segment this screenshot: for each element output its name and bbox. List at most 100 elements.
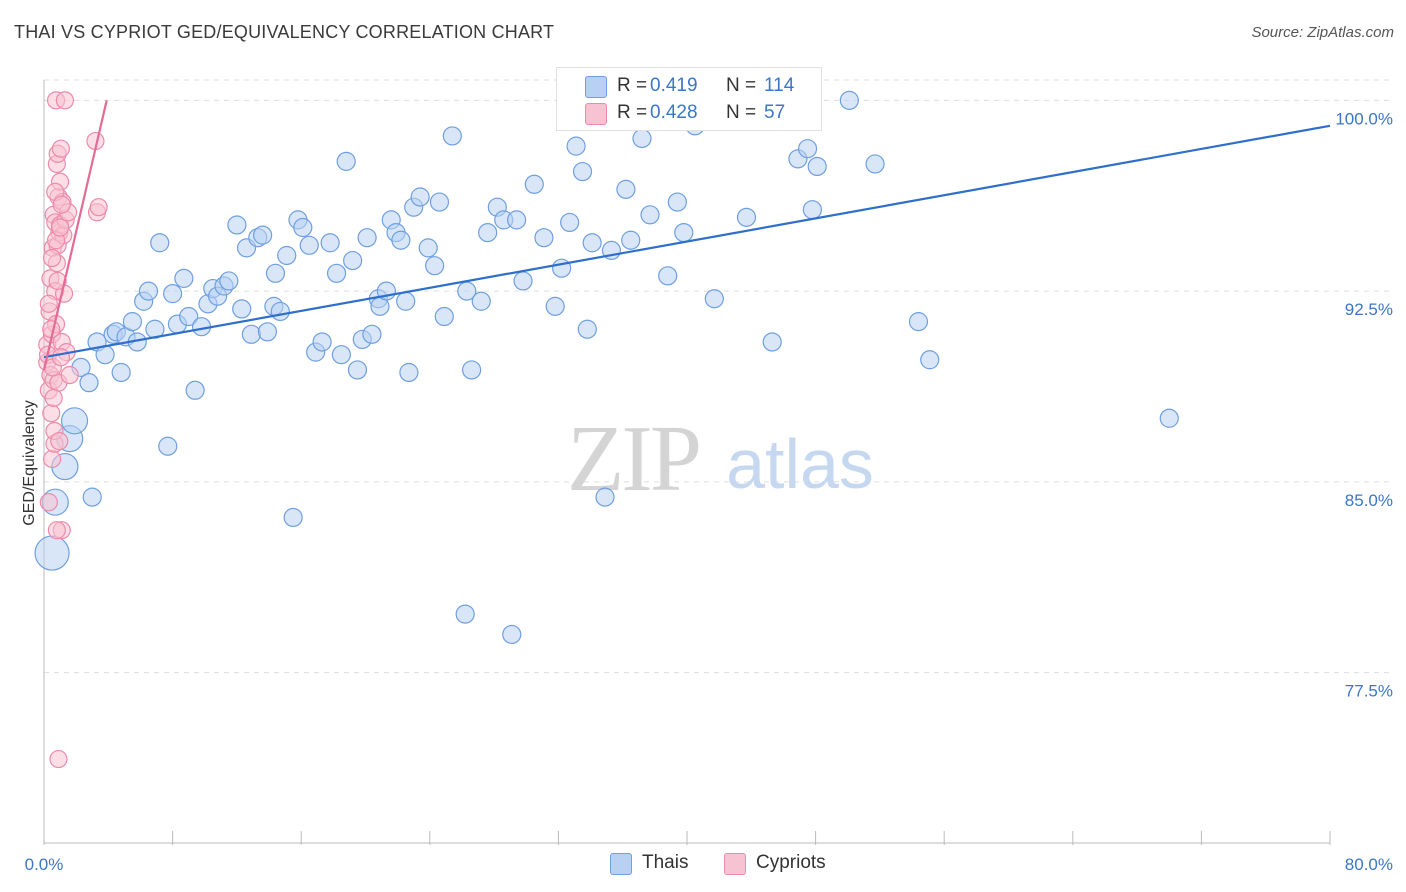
- thai-point: [577, 319, 597, 339]
- thai-point: [513, 271, 533, 291]
- thai-point: [174, 268, 194, 288]
- cypriot-point: [49, 749, 68, 769]
- watermark: ZIP atlas: [567, 407, 874, 511]
- cypriot-point: [47, 521, 66, 540]
- thai-point: [461, 360, 482, 380]
- thai-point: [82, 487, 102, 507]
- thai-point: [60, 407, 89, 435]
- x-tick-labels: 0.0% 80.0%: [25, 855, 1393, 874]
- thai-point: [524, 174, 544, 194]
- cypriots-swatch: [724, 853, 746, 875]
- y-tick-label: 77.5%: [1345, 682, 1393, 701]
- chart-title: THAI VS CYPRIOT GED/EQUIVALENCY CORRELAT…: [14, 22, 555, 42]
- thai-points: [34, 90, 1179, 645]
- cypriots-swatch: [585, 103, 607, 125]
- thai-point: [312, 332, 332, 352]
- thai-point: [658, 266, 678, 286]
- thai-point: [277, 245, 297, 266]
- trend-lines: [42, 100, 1331, 371]
- thai-point: [138, 281, 159, 301]
- cypriot-point: [52, 195, 71, 214]
- cypriot-point: [39, 493, 58, 512]
- thai-point: [908, 312, 929, 332]
- thai-point: [265, 263, 286, 283]
- thai-point: [158, 436, 178, 456]
- thai-point: [1159, 408, 1179, 428]
- y-tick-label: 92.5%: [1345, 300, 1393, 319]
- grid-lines: [44, 79, 1390, 674]
- thai-point: [253, 225, 273, 245]
- watermark-zip: ZIP: [567, 407, 699, 511]
- thai-point: [507, 210, 527, 230]
- thai-point: [396, 291, 416, 311]
- thai-point: [34, 535, 70, 571]
- cypriot-point: [50, 218, 70, 237]
- thai-point: [150, 233, 170, 253]
- r-label: R =: [617, 75, 648, 96]
- thai-point: [293, 217, 313, 238]
- cypriot-point: [44, 388, 63, 408]
- thai-point: [410, 187, 430, 207]
- thai-point: [299, 235, 319, 255]
- thai-point: [762, 332, 782, 352]
- thai-point: [632, 128, 652, 149]
- thai-point: [621, 230, 641, 250]
- thai-point: [179, 306, 199, 327]
- legend-row-thais: R = 0.419 N = 114: [557, 74, 819, 100]
- cypriot-point: [60, 365, 79, 385]
- thai-point: [163, 284, 183, 304]
- source-label: Source: ZipAtlas.com: [1251, 24, 1394, 41]
- thai-point: [566, 136, 586, 156]
- thai-point: [572, 161, 593, 182]
- thai-point: [582, 233, 602, 253]
- thai-point: [391, 230, 411, 250]
- thai-point: [219, 271, 239, 291]
- y-axis-label: GED/Equivalency: [21, 400, 38, 525]
- cypriot-point: [42, 404, 61, 423]
- thai-point: [111, 362, 131, 383]
- cypriot-point: [55, 91, 74, 110]
- thai-point: [185, 380, 205, 400]
- thai-point: [797, 139, 818, 159]
- thai-point: [502, 624, 522, 645]
- thai-point: [336, 151, 356, 171]
- cypriot-trend-line: [42, 100, 108, 371]
- thai-point: [357, 228, 377, 248]
- x-tick-label: 80.0%: [1345, 855, 1393, 874]
- thai-point: [429, 192, 450, 212]
- thai-point: [326, 263, 347, 283]
- thai-point: [534, 228, 554, 248]
- cypriot-point: [42, 449, 62, 469]
- n-label: N =: [726, 102, 757, 123]
- thai-point: [471, 291, 491, 311]
- r-value: 0.419: [650, 75, 698, 96]
- legend-label-cypriots: Cypriots: [756, 852, 826, 873]
- n-value: 114: [764, 75, 795, 96]
- thai-point: [232, 299, 252, 319]
- x-tick-label: 0.0%: [25, 855, 64, 874]
- thai-point: [270, 301, 290, 322]
- thai-point: [920, 350, 940, 370]
- thai-point: [667, 192, 687, 212]
- thai-point: [736, 207, 757, 227]
- thai-point: [865, 154, 885, 174]
- thai-point: [418, 238, 438, 258]
- r-value: 0.428: [650, 102, 698, 123]
- cypriot-point: [50, 432, 69, 451]
- cypriot-point: [39, 294, 58, 313]
- thai-point: [399, 362, 419, 383]
- r-label: R =: [617, 102, 648, 123]
- cypriot-point: [51, 348, 70, 367]
- series-legend: Thais Cypriots: [0, 851, 1406, 879]
- thai-point: [545, 296, 565, 316]
- cypriot-points: [38, 91, 108, 769]
- thais-swatch: [585, 76, 607, 98]
- thai-point: [320, 233, 340, 253]
- thais-swatch: [610, 853, 632, 875]
- thai-point: [362, 324, 382, 344]
- stats-legend: R = 0.419 N = 114 R = 0.428 N = 57: [556, 67, 822, 131]
- thai-point: [257, 322, 278, 342]
- thai-point: [122, 312, 143, 332]
- legend-row-cypriots: R = 0.428 N = 57: [557, 101, 819, 127]
